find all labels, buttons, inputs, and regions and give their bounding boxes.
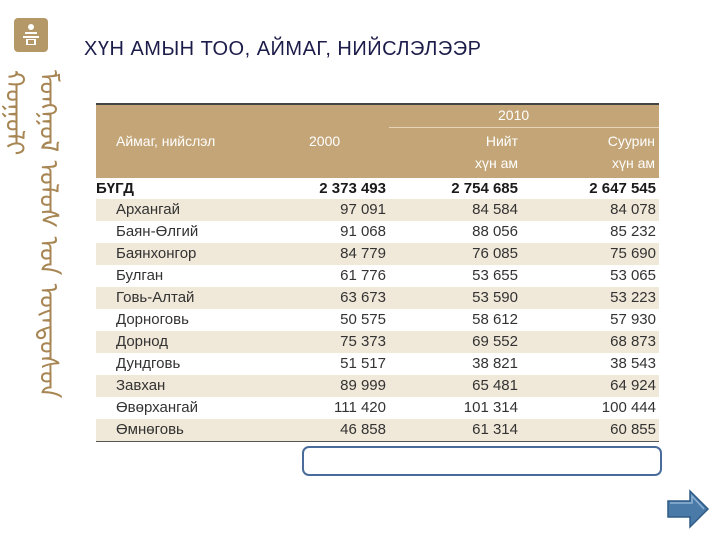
cell-resident-2010: 64 924	[610, 377, 656, 394]
mongolian-script-banner: ᠮᠣᠩᠭᠣᠯ ᠤᠯᠤᠰ ᠤᠨ ᠦᠨᠳᠦᠰᠦᠨ ᠬᠤᠭᠤᠯᠢ	[0, 70, 63, 490]
cell-2000: 46 858	[340, 421, 386, 438]
cell-aimag: Булган	[116, 267, 164, 284]
table-row: Завхан 89 999 65 481 64 924	[96, 375, 659, 397]
cell-aimag: Говь-Алтай	[116, 289, 195, 306]
cell-2000: 111 420	[334, 399, 386, 416]
cell-2000: 89 999	[340, 377, 386, 394]
cell-aimag: Өвөрхангай	[116, 399, 198, 416]
table-row: Дорнод 75 373 69 552 68 873	[96, 331, 659, 353]
cell-2000: 91 068	[340, 223, 386, 240]
cell-aimag: БҮГД	[96, 180, 134, 197]
cell-aimag: Дорнод	[116, 333, 169, 350]
table-row: Архангай 97 091 84 584 84 078	[96, 199, 659, 221]
cell-resident-2010: 2 647 545	[589, 180, 656, 197]
cell-aimag: Баянхонгор	[116, 245, 197, 262]
table-body: БҮГД 2 373 493 2 754 685 2 647 545 Архангай 9…	[96, 178, 659, 441]
table-row: Булган 61 776 53 655 53 065	[96, 265, 659, 287]
cell-resident-2010: 57 930	[610, 311, 656, 328]
cell-resident-2010: 60 855	[610, 421, 656, 438]
cell-aimag: Өмнөговь	[116, 421, 184, 438]
cell-2000: 63 673	[340, 289, 386, 306]
header-year-2010: 2010	[498, 107, 530, 123]
cell-aimag: Дорноговь	[116, 311, 189, 328]
table-row: Говь-Алтай 63 673 53 590 53 223	[96, 287, 659, 309]
cell-resident-2010: 84 078	[610, 201, 656, 218]
cell-resident-2010: 53 065	[610, 267, 656, 284]
header-2000: 2000	[309, 133, 341, 149]
header-year-divider	[389, 127, 659, 128]
page-title: ХҮН АМЫН ТОО, АЙМАГ, НИЙСЛЭЛЭЭР	[84, 38, 482, 60]
table-row: Дорноговь 50 575 58 612 57 930	[96, 309, 659, 331]
cell-total-2010: 53 655	[472, 267, 518, 284]
header-total: Нийт хүн ам	[442, 130, 518, 174]
cell-aimag: Баян-Өлгий	[116, 223, 199, 240]
cell-total-2010: 58 612	[472, 311, 518, 328]
cell-aimag: Архангай	[116, 201, 180, 218]
table-header: 2010 Аймаг, нийслэл 2000 Нийт хүн ам Суу…	[96, 103, 659, 178]
table-bottom-rule	[96, 441, 659, 442]
header-resident-line2: хүн ам	[611, 155, 655, 171]
cell-2000: 2 373 493	[319, 180, 386, 197]
population-table: 2010 Аймаг, нийслэл 2000 Нийт хүн ам Суу…	[96, 103, 659, 442]
header-aimag: Аймаг, нийслэл	[116, 133, 216, 149]
cell-total-2010: 76 085	[472, 245, 518, 262]
cell-2000: 84 779	[340, 245, 386, 262]
next-slide-button[interactable]	[664, 486, 712, 532]
cell-total-2010: 88 056	[472, 223, 518, 240]
cell-aimag: Дундговь	[116, 355, 181, 372]
cell-resident-2010: 85 232	[610, 223, 656, 240]
table-row: Өмнөговь 46 858 61 314 60 855	[96, 419, 659, 441]
cell-resident-2010: 53 223	[610, 289, 656, 306]
cell-total-2010: 61 314	[472, 421, 518, 438]
header-total-line1: Нийт	[485, 133, 518, 149]
cell-total-2010: 84 584	[472, 201, 518, 218]
highlight-box	[302, 446, 662, 476]
header-resident-line1: Суурин	[607, 133, 655, 149]
next-arrow-icon	[667, 489, 710, 529]
cell-2000: 75 373	[340, 333, 386, 350]
cell-total-2010: 69 552	[472, 333, 518, 350]
cell-total-2010: 2 754 685	[451, 180, 518, 197]
cell-2000: 51 517	[340, 355, 386, 372]
cell-resident-2010: 68 873	[610, 333, 656, 350]
table-row: Дундговь 51 517 38 821 38 543	[96, 353, 659, 375]
cell-aimag: Завхан	[116, 377, 166, 394]
cell-2000: 50 575	[340, 311, 386, 328]
table-row-total: БҮГД 2 373 493 2 754 685 2 647 545	[96, 178, 659, 199]
header-resident: Суурин хүн ам	[555, 130, 655, 174]
cell-total-2010: 38 821	[472, 355, 518, 372]
table-row: Баян-Өлгий 91 068 88 056 85 232	[96, 221, 659, 243]
mongolian-script-text: ᠮᠣᠩᠭᠣᠯ ᠤᠯᠤᠰ ᠤᠨ ᠦᠨᠳᠦᠰᠦᠨ ᠬᠤᠭᠤᠯᠢ	[0, 70, 63, 399]
cell-2000: 97 091	[340, 201, 386, 218]
cell-resident-2010: 38 543	[610, 355, 656, 372]
table-row: Өвөрхангай 111 420 101 314 100 444	[96, 397, 659, 419]
cell-resident-2010: 75 690	[610, 245, 656, 262]
soyombo-emblem-icon	[14, 18, 48, 52]
cell-resident-2010: 100 444	[601, 399, 656, 416]
cell-total-2010: 65 481	[472, 377, 518, 394]
sidebar: ᠮᠣᠩᠭᠣᠯ ᠤᠯᠤᠰ ᠤᠨ ᠦᠨᠳᠦᠰᠦᠨ ᠬᠤᠭᠤᠯᠢ	[0, 0, 63, 546]
cell-total-2010: 53 590	[472, 289, 518, 306]
header-total-line2: хүн ам	[474, 155, 518, 171]
cell-2000: 61 776	[340, 267, 386, 284]
cell-total-2010: 101 314	[463, 399, 518, 416]
table-row: Баянхонгор 84 779 76 085 75 690	[96, 243, 659, 265]
